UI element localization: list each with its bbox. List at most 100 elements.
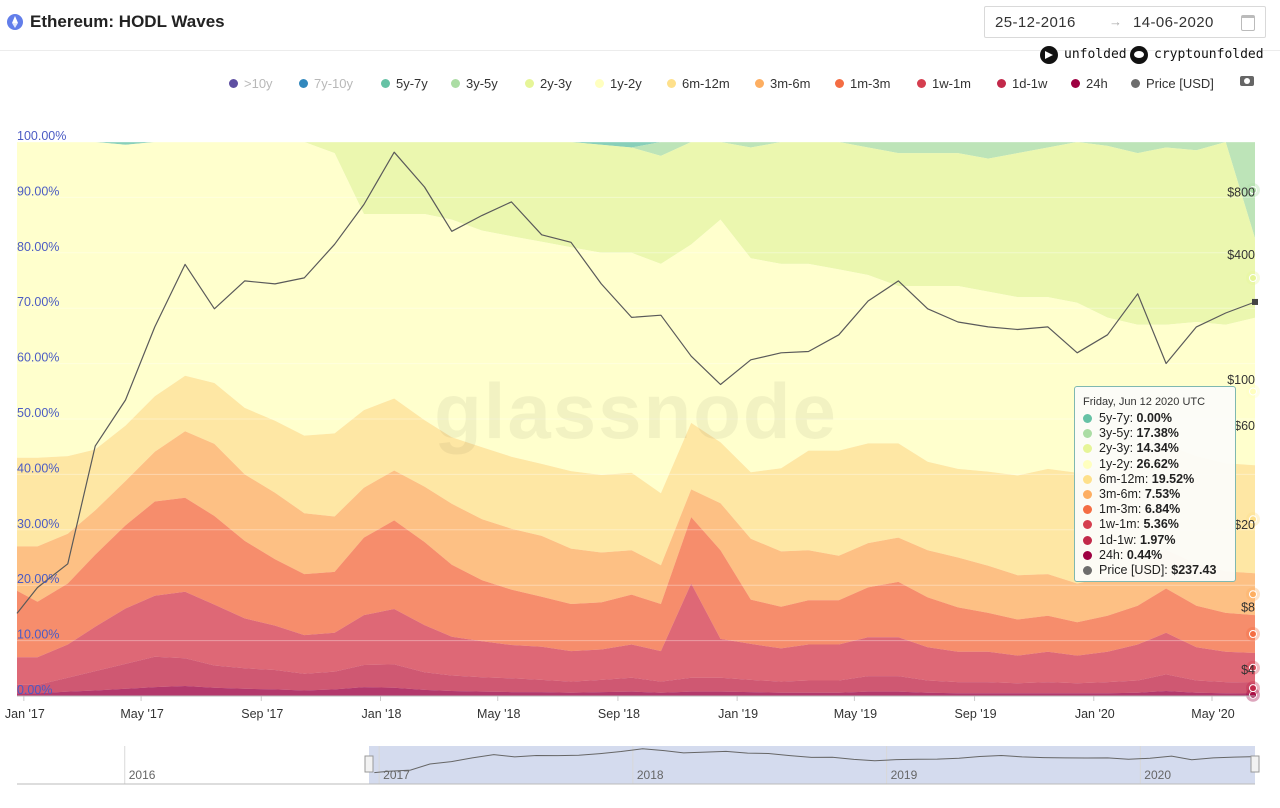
tooltip-label: 2y-3y: 14.34%: [1099, 441, 1179, 456]
tooltip-value: 5.36%: [1143, 517, 1179, 532]
page-title: Ethereum: HODL Waves: [30, 12, 225, 31]
x-tick-label: Sep '18: [598, 707, 640, 721]
x-tick-label: Jan '18: [362, 707, 402, 721]
header-bar: Ethereum: HODL Waves 25-12-2016 → 14-06-…: [0, 0, 1280, 51]
navigator-handle[interactable]: [364, 755, 374, 773]
tooltip-label: 1m-3m: 6.84%: [1099, 502, 1181, 517]
legend-swatch: [1131, 79, 1140, 88]
legend-label: 7y-10y: [314, 76, 354, 91]
ethereum-icon: [7, 14, 23, 30]
watermark-text: glassnode: [434, 367, 838, 455]
axes-layer: 0.00% 10.00% 20.00% 30.00% 40.00% 50.00% 60.00…: [5, 129, 1255, 721]
legend-label: 3y-5y: [466, 76, 498, 91]
y2-tick-label: $400: [1227, 248, 1255, 262]
tooltip-swatch: [1083, 505, 1092, 515]
tooltip-swatch: [1083, 535, 1092, 545]
navigator-handle[interactable]: [1250, 755, 1260, 773]
tooltip-swatch: [1083, 429, 1092, 439]
x-tick-label: May '18: [477, 707, 520, 721]
y-tick-label: 50.00%: [17, 406, 59, 420]
legend-swatch: [381, 79, 390, 88]
legend-swatch: [595, 79, 604, 88]
y2-tick-label: $100: [1227, 373, 1255, 387]
y2-tick-label: $60: [1234, 419, 1255, 433]
tooltip-label: 3y-5y: 17.38%: [1099, 426, 1179, 441]
tooltip-value: 14.34%: [1136, 441, 1179, 456]
navigator-layer: 2016 2017 2018 2019 2020: [17, 746, 1260, 785]
legend-swatch: [451, 79, 460, 88]
legend-swatch: [755, 79, 764, 88]
date-start-input[interactable]: 25-12-2016: [995, 14, 1076, 31]
navigator-year-label: 2016: [129, 768, 156, 782]
tooltip-value: 26.62%: [1136, 456, 1179, 471]
price-marker: [1252, 298, 1258, 305]
y2-tick-label: $8: [1241, 601, 1255, 615]
navigator-year-label: 2018: [637, 768, 664, 782]
x-tick-label: Sep '17: [241, 707, 283, 721]
area-1d-1w: [17, 656, 1255, 694]
y-tick-label: 60.00%: [17, 351, 59, 365]
hover-marker: [1249, 590, 1257, 599]
arrow-right-icon: →: [1109, 14, 1122, 29]
hover-tooltip: Friday, Jun 12 2020 UTC 5y-7y: 0.00% 3y-5…: [1074, 386, 1236, 582]
legend-label: >10y: [244, 76, 273, 91]
y-tick-label: 100.00%: [17, 129, 66, 143]
range-navigator[interactable]: 2016 2017 2018 2019 2020: [0, 744, 1280, 788]
tooltip-value: 17.38%: [1136, 426, 1179, 441]
legend-swatch: [525, 79, 534, 88]
navigator-year-label: 2019: [891, 768, 918, 782]
calendar-icon[interactable]: [1241, 15, 1255, 31]
tooltip-label: 1d-1w: 1.97%: [1099, 532, 1176, 547]
x-tick-label: Jan '20: [1075, 707, 1115, 721]
y-tick-label: 30.00%: [17, 517, 59, 531]
y-tick-label: 40.00%: [17, 461, 59, 475]
tooltip-label: 1w-1m: 5.36%: [1099, 517, 1179, 532]
tooltip-swatch: [1083, 566, 1092, 575]
hover-marker: [1249, 515, 1257, 524]
grid-layer: [17, 141, 1255, 697]
area-5y-7y: [17, 142, 1255, 148]
y-tick-label: 70.00%: [17, 295, 59, 309]
price-line-layer: [16, 151, 1260, 702]
legend-label: 24h: [1086, 76, 1108, 91]
tooltip-label: 6m-12m: 19.52%: [1099, 471, 1195, 486]
tooltip-label: 24h: 0.44%: [1099, 547, 1163, 562]
tooltip-value: 7.53%: [1144, 487, 1181, 501]
date-range-picker[interactable]: 25-12-2016 → 14-06-2020: [984, 6, 1266, 38]
legend-label: Price [USD]: [1146, 76, 1214, 91]
y2-tick-label: $800: [1227, 185, 1255, 199]
tooltip-swatch: [1083, 414, 1092, 423]
price-line: [16, 151, 1256, 614]
hover-marker: [1249, 663, 1257, 672]
tooltip-swatch: [1083, 490, 1092, 499]
area-3m-6m: [17, 431, 1255, 623]
telegram-icon: [1040, 46, 1058, 64]
y-tick-label: 90.00%: [17, 184, 59, 198]
navigator-selection[interactable]: [369, 746, 1255, 784]
tooltip-label: 3m-6m: 7.53%: [1099, 487, 1181, 501]
legend-label: 5y-7y: [396, 76, 428, 91]
legend-label: 1d-1w: [1012, 76, 1048, 91]
x-tick-label: May '20: [1191, 707, 1234, 721]
legend-label: 1m-3m: [850, 76, 891, 91]
legend-label: 3m-6m: [770, 76, 811, 91]
navigator-year-label: 2020: [1144, 768, 1171, 782]
area-24h: [17, 686, 1255, 696]
tooltip-swatch: [1083, 550, 1092, 560]
legend-swatch: [997, 79, 1006, 88]
area-2y-3y: [17, 142, 1255, 325]
tooltip-swatch: [1083, 474, 1092, 484]
date-end-input[interactable]: 14-06-2020: [1133, 14, 1214, 31]
tooltip-value: $237.43: [1171, 563, 1217, 577]
tooltip-label: 5y-7y: 0.00%: [1099, 411, 1172, 425]
legend-swatch: [667, 79, 676, 88]
camera-icon[interactable]: [1240, 76, 1254, 86]
tooltip-value: 1.97%: [1140, 532, 1176, 547]
legend-label: 1y-2y: [610, 76, 642, 91]
hover-marker: [1249, 630, 1257, 639]
tooltip-swatch: [1083, 444, 1092, 454]
x-tick-label: May '17: [120, 707, 163, 721]
navigator-price-line: [374, 748, 1256, 774]
tooltip-value: 19.52%: [1151, 471, 1195, 486]
twitter-handle: cryptounfolded: [1154, 47, 1264, 62]
